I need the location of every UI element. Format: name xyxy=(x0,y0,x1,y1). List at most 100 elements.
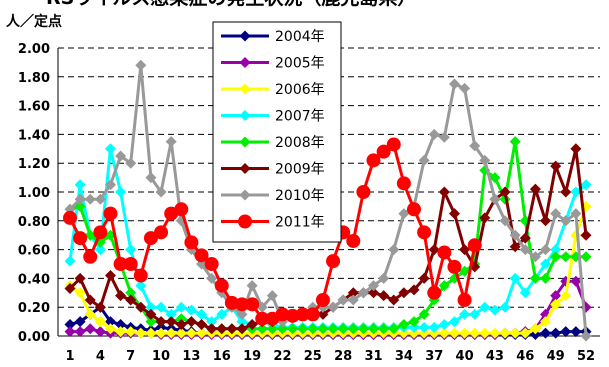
x-tick-label: 34 xyxy=(395,349,413,364)
data-point xyxy=(499,215,511,227)
data-point xyxy=(236,316,248,328)
data-point xyxy=(74,272,86,284)
data-point xyxy=(540,327,552,339)
data-point xyxy=(236,308,248,320)
data-point xyxy=(417,225,432,240)
data-point xyxy=(398,318,410,330)
legend-marker xyxy=(239,136,251,148)
data-point xyxy=(479,212,491,224)
data-point xyxy=(469,140,481,152)
data-point xyxy=(459,308,471,320)
legend-label: 2011年 xyxy=(275,215,325,231)
data-point xyxy=(398,287,410,299)
data-point xyxy=(540,258,552,270)
data-point xyxy=(489,193,501,205)
x-tick-label: 46 xyxy=(516,349,534,364)
data-point xyxy=(408,321,420,333)
data-point xyxy=(115,186,127,198)
x-tick-label: 28 xyxy=(334,349,352,364)
data-point xyxy=(529,272,541,284)
data-point xyxy=(540,244,552,256)
data-point xyxy=(84,323,96,335)
data-point xyxy=(386,137,401,152)
data-point xyxy=(266,323,278,335)
data-point xyxy=(125,157,137,169)
data-point xyxy=(94,244,106,256)
x-tick-label: 43 xyxy=(486,349,504,364)
data-point xyxy=(155,301,167,313)
data-point xyxy=(560,186,572,198)
data-point xyxy=(317,323,329,335)
data-point xyxy=(196,308,208,320)
data-point xyxy=(104,143,116,155)
legend-marker xyxy=(239,189,251,201)
data-point xyxy=(357,323,369,335)
data-point xyxy=(366,153,381,168)
data-point xyxy=(499,327,511,339)
data-point xyxy=(438,318,450,330)
data-point xyxy=(580,251,592,263)
data-point xyxy=(368,287,380,299)
data-point xyxy=(418,154,430,166)
data-point xyxy=(145,172,157,184)
data-point xyxy=(519,232,531,244)
data-point xyxy=(529,183,541,195)
data-point xyxy=(427,285,442,300)
data-point xyxy=(428,128,440,140)
data-point xyxy=(305,307,320,322)
data-point xyxy=(165,316,177,328)
data-point xyxy=(165,136,177,148)
data-point xyxy=(428,321,440,333)
legend-label: 2010年 xyxy=(275,188,325,204)
y-tick-label: 0.20 xyxy=(18,301,50,316)
legend-marker xyxy=(239,163,251,174)
data-point xyxy=(438,186,450,198)
data-point xyxy=(437,245,452,260)
data-point xyxy=(175,327,187,339)
data-point xyxy=(256,323,268,335)
series-lines xyxy=(63,59,592,342)
data-point xyxy=(489,327,501,339)
data-point xyxy=(145,308,157,320)
data-point xyxy=(255,311,270,326)
data-point xyxy=(73,231,88,246)
x-tick-label: 40 xyxy=(456,349,474,364)
data-point xyxy=(550,208,562,220)
data-point xyxy=(165,308,177,320)
data-point xyxy=(398,208,410,220)
data-point xyxy=(560,215,572,227)
data-point xyxy=(346,233,361,248)
data-point xyxy=(125,244,137,256)
data-point xyxy=(570,143,582,155)
data-point xyxy=(448,316,460,328)
data-point xyxy=(184,235,199,250)
data-point xyxy=(378,272,390,284)
data-point xyxy=(570,275,582,287)
y-axis-label: 人／定点 xyxy=(6,13,62,30)
data-point xyxy=(448,208,460,220)
y-tick-label: 0.80 xyxy=(18,215,50,230)
data-point xyxy=(357,287,369,299)
legend-label: 2006年 xyxy=(275,82,325,98)
y-tick-label: 1.60 xyxy=(18,100,50,115)
data-point xyxy=(540,215,552,227)
y-tick-label: 1.80 xyxy=(18,71,50,86)
data-point xyxy=(226,323,238,335)
data-point xyxy=(327,323,339,335)
data-point xyxy=(509,229,521,241)
data-point xyxy=(64,326,76,338)
data-point xyxy=(74,316,86,328)
data-point xyxy=(398,327,410,339)
data-point xyxy=(266,290,278,302)
data-point xyxy=(115,150,127,162)
x-tick-label: 7 xyxy=(126,349,135,364)
data-point xyxy=(104,323,116,335)
data-point xyxy=(287,323,299,335)
data-point xyxy=(550,298,562,310)
data-point xyxy=(74,179,86,191)
legend-label: 2005年 xyxy=(275,56,325,72)
data-point xyxy=(428,244,440,256)
data-point xyxy=(103,206,118,221)
data-point xyxy=(204,257,219,271)
